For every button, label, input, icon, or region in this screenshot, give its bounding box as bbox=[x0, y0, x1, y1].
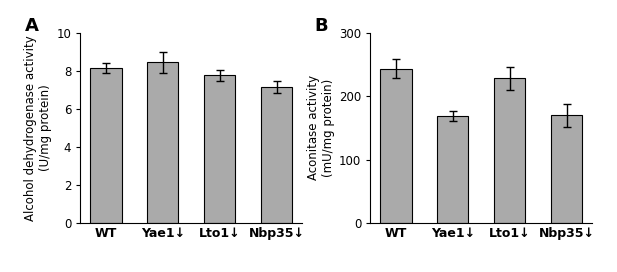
Bar bbox=[494, 78, 525, 223]
Bar bbox=[90, 68, 122, 223]
Bar bbox=[380, 69, 412, 223]
Bar bbox=[147, 62, 178, 223]
Bar bbox=[204, 76, 235, 223]
Text: A: A bbox=[25, 17, 38, 35]
Y-axis label: Aconitase activity
(mU/mg protein): Aconitase activity (mU/mg protein) bbox=[307, 75, 335, 180]
Y-axis label: Alcohol dehydrogenase activity
(U/mg protein): Alcohol dehydrogenase activity (U/mg pro… bbox=[24, 35, 52, 221]
Bar bbox=[437, 116, 468, 223]
Bar bbox=[551, 115, 582, 223]
Text: B: B bbox=[315, 17, 328, 35]
Bar bbox=[261, 87, 292, 223]
